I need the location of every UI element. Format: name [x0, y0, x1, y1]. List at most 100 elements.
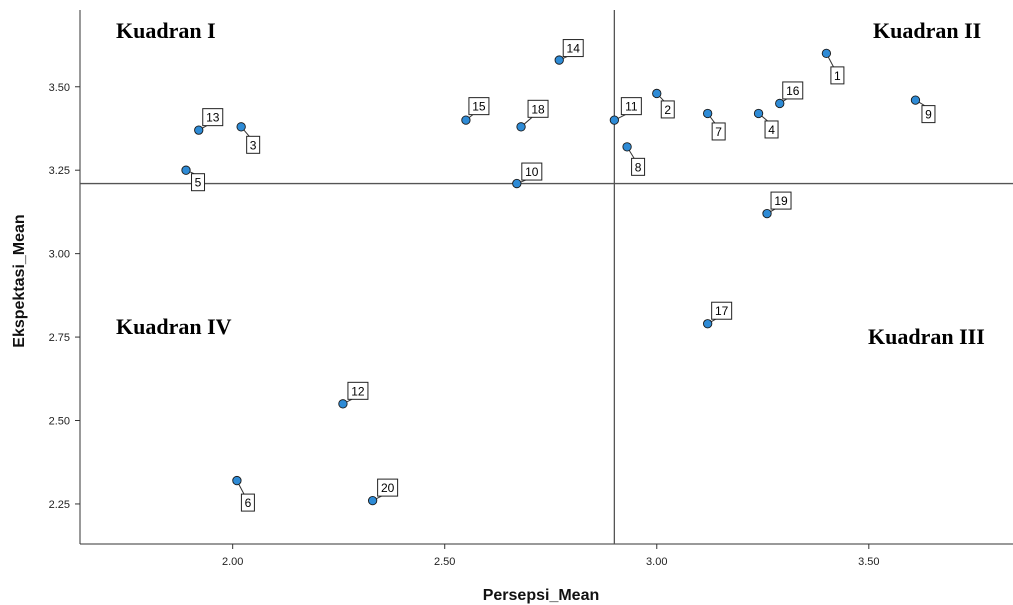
- point-marker: [652, 88, 662, 99]
- x-axis-title: Persepsi_Mean: [483, 587, 600, 604]
- point-marker: [367, 495, 378, 506]
- scatter-point: 15: [461, 97, 490, 125]
- point-marker: [338, 399, 348, 409]
- quadrant-label-3: Kuadran III: [868, 324, 985, 349]
- point-label: 8: [635, 160, 642, 174]
- x-tick-label: 2.00: [222, 556, 243, 568]
- point-label: 2: [664, 103, 671, 117]
- point-label-box: [782, 81, 804, 100]
- point-marker: [461, 115, 471, 125]
- point-label-box: [521, 162, 543, 181]
- scatter-point: 7: [703, 108, 726, 141]
- scatter-point: 5: [181, 165, 206, 192]
- point-label-box: [377, 478, 399, 497]
- scatter-point: 14: [554, 39, 584, 65]
- reference-lines: [80, 10, 1013, 544]
- scatter-point: 1: [821, 48, 845, 85]
- point-label-box: [830, 66, 845, 85]
- point-marker: [516, 122, 526, 132]
- point-label-box: [191, 173, 206, 192]
- point-label: 7: [715, 125, 722, 139]
- point-marker: [753, 108, 764, 119]
- point-label: 14: [567, 42, 581, 56]
- scatter-point: 16: [775, 81, 804, 109]
- point-label: 13: [206, 111, 220, 125]
- point-marker: [194, 125, 204, 135]
- point-label-box: [921, 105, 936, 124]
- scatter-point: 20: [367, 478, 399, 506]
- scatter-point: 18: [516, 99, 549, 132]
- point-label: 12: [351, 384, 365, 398]
- y-tick-label: 3.25: [49, 165, 70, 177]
- y-tick-label: 3.00: [49, 249, 70, 261]
- point-marker: [762, 208, 772, 219]
- point-label-box: [468, 97, 490, 116]
- point-label: 6: [245, 496, 252, 510]
- scatter-point: 9: [910, 95, 936, 124]
- point-marker: [512, 178, 522, 189]
- scatter-point: 2: [652, 88, 675, 119]
- axis-ticks: 2.00 2.50 3.00 3.50 2.25 2.50 2.75 3.00 3.25 3.50: [49, 82, 880, 568]
- point-label-box: [620, 97, 642, 116]
- scatter-point: 6: [232, 475, 255, 512]
- point-marker: [775, 98, 785, 109]
- point-label: 16: [786, 84, 800, 98]
- point-label-box: [347, 381, 369, 400]
- scatter-point: 17: [703, 301, 733, 329]
- y-tick-label: 2.25: [49, 499, 70, 511]
- point-label: 10: [525, 165, 539, 179]
- point-marker: [609, 115, 620, 125]
- point-label: 1: [834, 69, 841, 83]
- point-label: 20: [381, 481, 395, 495]
- scatter-point: 11: [609, 97, 642, 125]
- point-label: 3: [250, 138, 257, 152]
- axes: [79, 10, 1013, 545]
- scatter-point: 4: [753, 108, 779, 139]
- y-tick-label: 2.75: [49, 332, 70, 344]
- point-label: 19: [774, 194, 788, 208]
- x-tick-label: 3.00: [646, 556, 667, 568]
- x-tick-label: 2.50: [434, 556, 455, 568]
- point-label-box: [202, 108, 224, 127]
- point-marker: [554, 55, 564, 65]
- point-label: 9: [925, 108, 932, 122]
- scatter-point: 3: [236, 122, 261, 154]
- scatter-point: 10: [512, 162, 543, 189]
- scatter-point: 8: [622, 142, 646, 176]
- point-label-box: [764, 120, 779, 139]
- point-marker: [910, 95, 921, 105]
- quadrant-label-2: Kuadran II: [873, 18, 981, 43]
- point-marker: [821, 48, 832, 59]
- scatter-point: 19: [762, 191, 792, 219]
- scatter-point: 12: [338, 381, 369, 409]
- x-tick-label: 3.50: [858, 556, 879, 568]
- quadrant-label-4: Kuadran IV: [116, 314, 232, 339]
- point-label: 15: [472, 100, 486, 114]
- point-label-box: [660, 100, 675, 119]
- point-marker: [232, 475, 242, 486]
- point-label-box: [631, 157, 646, 176]
- point-marker: [181, 165, 191, 175]
- point-label: 17: [715, 304, 729, 318]
- point-marker: [703, 319, 713, 329]
- point-label-box: [240, 493, 255, 512]
- scatter-point: 13: [194, 108, 224, 135]
- point-label-box: [711, 122, 726, 141]
- point-label-box: [527, 99, 549, 118]
- point-marker: [236, 122, 246, 132]
- quadrant-label-1: Kuadran I: [116, 18, 216, 43]
- point-label-box: [562, 39, 584, 58]
- point-marker: [703, 108, 713, 119]
- point-marker: [622, 142, 632, 152]
- point-label: 5: [195, 176, 202, 190]
- y-tick-label: 3.50: [49, 82, 70, 94]
- point-label-box: [770, 191, 792, 210]
- point-label: 18: [531, 102, 545, 116]
- y-axis-title: Ekspektasi_Mean: [11, 214, 28, 347]
- point-label: 11: [625, 100, 638, 114]
- point-label: 4: [768, 123, 775, 137]
- point-label-box: [246, 135, 261, 154]
- y-tick-label: 2.50: [49, 416, 70, 428]
